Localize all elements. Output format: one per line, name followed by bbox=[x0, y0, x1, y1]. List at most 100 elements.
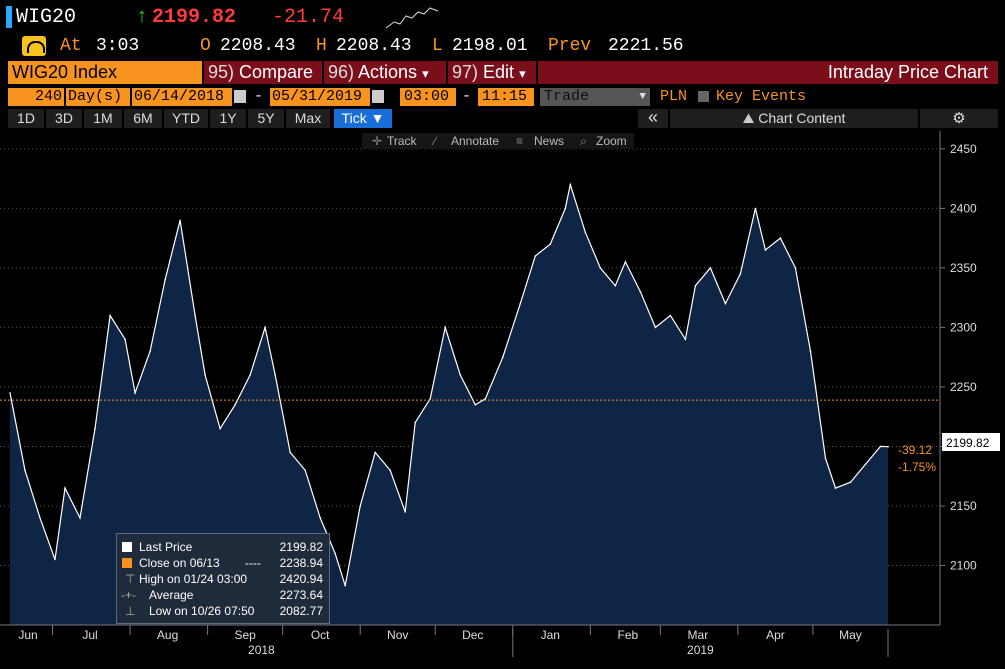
actions-number: 96) bbox=[328, 62, 355, 82]
security-field[interactable]: WIG20 Index bbox=[8, 61, 202, 84]
price-point bbox=[39, 517, 41, 519]
zoom-button[interactable]: Zoom bbox=[596, 134, 627, 148]
price-point bbox=[94, 427, 96, 430]
price-point bbox=[599, 267, 602, 269]
actions-label: Actions bbox=[358, 62, 418, 82]
period-ytd[interactable]: YTD bbox=[164, 109, 208, 128]
price-point bbox=[549, 243, 552, 245]
quote-row: At 3:03 O 2208.43 H 2208.43 L 2198.01 Pr… bbox=[0, 36, 1005, 58]
price-point bbox=[179, 219, 181, 222]
price-point bbox=[724, 302, 727, 305]
price-point bbox=[654, 326, 657, 329]
field-value: Trade bbox=[544, 88, 590, 105]
ticker-symbol[interactable]: WIG20 bbox=[16, 6, 77, 29]
price-point bbox=[264, 326, 266, 329]
end-date-field[interactable]: 05/31/2019 bbox=[270, 88, 370, 106]
period-1y[interactable]: 1Y bbox=[210, 109, 246, 128]
calendar-icon[interactable] bbox=[372, 90, 384, 103]
change-value: -39.12 bbox=[898, 443, 932, 457]
price-point bbox=[219, 427, 221, 430]
edit-button[interactable]: 97) Edit ▾ bbox=[448, 61, 536, 84]
price-chart[interactable]: 21002150220022502300235024002450 JunJulA… bbox=[0, 131, 1005, 669]
period-3d[interactable]: 3D bbox=[46, 109, 82, 128]
end-date: 05/31/2019 bbox=[272, 88, 363, 105]
news-icon[interactable]: ≡ bbox=[516, 134, 523, 148]
crosshair-icon[interactable]: ✛ bbox=[372, 134, 382, 148]
price-point bbox=[234, 404, 236, 406]
price-point bbox=[502, 356, 504, 358]
zoom-icon[interactable]: ⌕ bbox=[580, 134, 587, 148]
low-marker-icon: ⊥ bbox=[125, 604, 136, 618]
price-point bbox=[824, 457, 827, 460]
chart-legend[interactable]: Last Price 2199.82 Close on 06/13 ---- 2… bbox=[116, 533, 330, 624]
legend-close: Close on 06/13 ---- 2238.94 bbox=[117, 555, 329, 571]
legend-value: 2238.94 bbox=[279, 556, 323, 570]
prev-value: 2221.56 bbox=[608, 36, 684, 56]
high-label: H bbox=[316, 36, 327, 56]
chart-content-label: Chart Content bbox=[758, 110, 846, 126]
period-1m[interactable]: 1M bbox=[84, 109, 122, 128]
time-separator: - bbox=[462, 88, 472, 105]
x-year-label: 2018 bbox=[248, 643, 275, 657]
start-time: 03:00 bbox=[404, 88, 450, 105]
track-button[interactable]: Track bbox=[387, 134, 418, 148]
price-point bbox=[79, 517, 81, 519]
actions-button[interactable]: 96) Actions ▾ bbox=[324, 61, 446, 84]
pencil-icon[interactable]: ⁄ bbox=[431, 134, 438, 148]
price-point bbox=[404, 511, 407, 513]
period-6m[interactable]: 6M bbox=[124, 109, 162, 128]
security-name: WIG20 Index bbox=[12, 62, 118, 82]
period-label: 1M bbox=[93, 110, 113, 126]
start-time-field[interactable]: 03:00 bbox=[400, 88, 456, 106]
legend-last-price: Last Price 2199.82 bbox=[117, 539, 329, 555]
period-count-field[interactable]: 240 bbox=[8, 88, 64, 106]
period-label: 1Y bbox=[219, 110, 237, 126]
currency-label[interactable]: PLN bbox=[660, 88, 688, 105]
tick-dropdown[interactable]: Tick ▼ bbox=[334, 109, 392, 128]
period-max[interactable]: Max bbox=[286, 109, 330, 128]
x-tick-label: Aug bbox=[157, 628, 178, 642]
price-point bbox=[809, 350, 812, 352]
gauge-icon[interactable] bbox=[22, 36, 46, 56]
field-select[interactable]: Trade ▼ bbox=[540, 88, 650, 106]
open-label: O bbox=[200, 36, 211, 56]
gear-icon[interactable]: ⚙ bbox=[920, 109, 998, 128]
high-marker-icon: ⊤ bbox=[125, 572, 136, 586]
average-line-icon: -+- bbox=[121, 588, 136, 602]
period-5y[interactable]: 5Y bbox=[248, 109, 284, 128]
price-point bbox=[444, 326, 447, 329]
legend-label: Last Price bbox=[139, 540, 193, 554]
collapse-glyph: « bbox=[647, 107, 658, 127]
price-point bbox=[709, 267, 712, 269]
chart-toolbar: ✛ Track ⁄ Annotate ≡ News ⌕ Zoom bbox=[362, 133, 634, 149]
low-value: 2198.01 bbox=[452, 36, 528, 56]
gear-glyph: ⚙ bbox=[952, 110, 966, 127]
period-label: YTD bbox=[172, 110, 200, 126]
last-price: 2199.82 bbox=[152, 6, 237, 29]
chart-content-button[interactable]: ⛰ Chart Content bbox=[670, 109, 918, 128]
price-point bbox=[794, 267, 797, 269]
start-date-field[interactable]: 06/14/2018 bbox=[132, 88, 232, 106]
collapse-icon[interactable]: « bbox=[638, 107, 668, 128]
price-point bbox=[764, 249, 767, 251]
price-point bbox=[389, 469, 392, 472]
period-1d[interactable]: 1D bbox=[8, 109, 44, 128]
period-label: 1D bbox=[17, 110, 35, 126]
price-point bbox=[414, 421, 417, 424]
price-point bbox=[194, 314, 196, 317]
period-label: 5Y bbox=[257, 110, 275, 126]
price-point bbox=[359, 505, 362, 507]
price-point bbox=[374, 451, 377, 454]
price-point bbox=[274, 374, 277, 376]
price-point bbox=[64, 487, 66, 489]
key-events-checkbox[interactable] bbox=[698, 91, 709, 102]
annotate-button[interactable]: Annotate bbox=[451, 134, 499, 148]
chart-title: Intraday Price Chart bbox=[827, 62, 988, 82]
period-unit-field[interactable]: Day(s) bbox=[66, 88, 130, 106]
calendar-icon[interactable] bbox=[234, 90, 246, 103]
news-button[interactable]: News bbox=[534, 134, 564, 148]
compare-button[interactable]: 95) Compare bbox=[204, 61, 322, 84]
end-time-field[interactable]: 11:15 bbox=[478, 88, 534, 106]
last-price-tag-label: 2199.82 bbox=[946, 436, 990, 450]
price-point bbox=[534, 255, 537, 257]
